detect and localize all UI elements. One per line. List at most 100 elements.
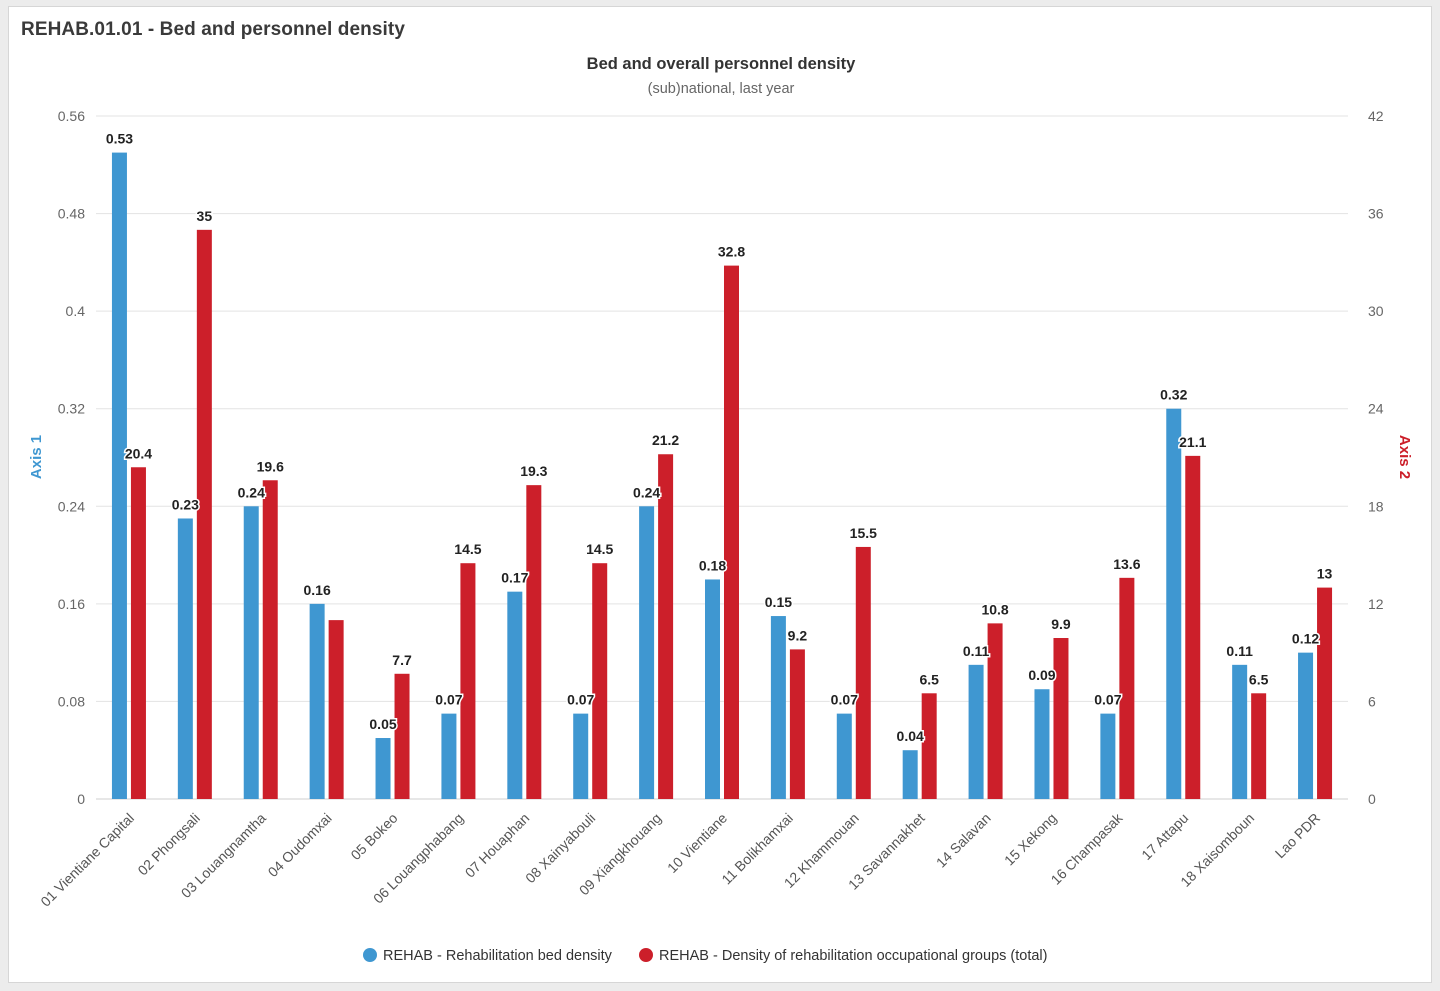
bar-personnel-density <box>724 265 739 800</box>
bar-personnel-density <box>394 673 410 799</box>
right-axis-ticks: 0 6 12 18 24 30 36 42 <box>1368 108 1384 807</box>
bar-personnel-density <box>1053 638 1069 799</box>
data-labels: 0.53 20.4 0.23 35 0.24 19.6 0.16 0.05 7.7 0.07 14.… <box>104 129 1334 746</box>
left-axis-tick-label: 0.4 <box>66 303 86 319</box>
data-label-bed-density: 0.16 <box>304 582 331 598</box>
bar-bed-density <box>441 713 457 799</box>
data-label-personnel-density: 9.2 <box>788 627 808 643</box>
bar-bed-density <box>375 738 391 799</box>
data-label-bed-density: 0.07 <box>567 692 594 708</box>
data-label-bed-density: 0.07 <box>435 692 462 708</box>
grid-lines <box>96 115 1348 800</box>
data-label-personnel-density: 13.6 <box>1113 556 1140 572</box>
bar-bed-density <box>111 152 127 799</box>
bar-personnel-density <box>855 546 871 799</box>
right-axis-tick-label: 12 <box>1368 596 1384 612</box>
data-label-personnel-density: 9.9 <box>1051 616 1071 632</box>
left-axis-tick-label: 0.48 <box>58 206 85 222</box>
bar-bed-density <box>770 616 786 799</box>
bar-personnel-density <box>460 563 476 799</box>
data-label-personnel-density: 6.5 <box>919 671 939 687</box>
bar-personnel-density <box>130 467 146 799</box>
data-label-personnel-density: 20.4 <box>125 445 152 461</box>
left-axis-tick-label: 0.24 <box>58 498 85 514</box>
bar-bed-density <box>573 713 589 799</box>
x-axis-tick-label: 05 Bokeo <box>347 810 400 863</box>
data-label-personnel-density: 14.5 <box>454 541 481 557</box>
x-axis-tick-label: 04 Oudomxai <box>265 810 335 880</box>
data-label-bed-density: 0.23 <box>172 496 199 512</box>
data-label-personnel-density: 10.8 <box>981 601 1008 617</box>
bar-bed-density <box>968 664 984 799</box>
data-label-bed-density: 0.24 <box>238 484 265 500</box>
x-axis-tick-label: 10 Vientiane <box>664 810 730 876</box>
data-label-personnel-density: 21.1 <box>1179 434 1206 450</box>
bar-bed-density <box>705 579 720 799</box>
data-label-personnel-density: 19.3 <box>520 463 547 479</box>
panel-title: REHAB.01.01 - Bed and personnel density <box>21 19 405 40</box>
bar-bed-density <box>1034 689 1050 799</box>
data-label-bed-density: 0.17 <box>501 570 528 586</box>
data-label-bed-density: 0.24 <box>633 484 660 500</box>
bar-personnel-density <box>196 229 212 800</box>
x-axis-tick-label: Lao PDR <box>1272 810 1323 861</box>
x-axis-tick-label: 02 Phongsali <box>134 810 203 879</box>
data-label-personnel-density: 21.2 <box>652 432 679 448</box>
right-axis-tick-label: 6 <box>1368 693 1376 709</box>
x-axis-tick-label: 15 Xekong <box>1001 810 1060 869</box>
right-axis-title: Axis 2 <box>1396 435 1413 479</box>
data-label-personnel-density: 15.5 <box>850 525 877 541</box>
bars <box>111 152 1333 800</box>
data-label-bed-density: 0.18 <box>699 557 726 573</box>
right-axis-tick-label: 30 <box>1368 303 1384 319</box>
data-label-bed-density: 0.11 <box>1226 643 1253 659</box>
right-axis-tick-label: 0 <box>1368 791 1376 807</box>
chart-subtitle: (sub)national, last year <box>648 81 795 97</box>
data-label-personnel-density: 7.7 <box>392 652 412 668</box>
chart-title: Bed and overall personnel density <box>587 55 856 73</box>
right-axis-tick-label: 18 <box>1368 498 1384 514</box>
data-label-personnel-density: 35 <box>197 208 213 224</box>
data-label-personnel-density: 19.6 <box>257 458 284 474</box>
left-axis-tick-label: 0.16 <box>58 596 85 612</box>
bar-personnel-density <box>262 480 278 799</box>
bar-personnel-density <box>1119 577 1135 799</box>
data-label-personnel-density: 6.5 <box>1249 671 1269 687</box>
left-axis-tick-label: 0.56 <box>58 108 85 124</box>
legend-marker-bed-density <box>363 948 377 962</box>
data-label-bed-density: 0.04 <box>897 728 924 744</box>
bar-personnel-density <box>1185 455 1201 799</box>
bar-bed-density <box>1100 713 1116 799</box>
left-axis-tick-label: 0 <box>77 791 85 807</box>
x-axis-tick-label: 14 Salavan <box>933 810 994 871</box>
left-axis-title: Axis 1 <box>28 435 45 479</box>
bar-personnel-density <box>328 620 344 799</box>
data-label-bed-density: 0.53 <box>106 131 133 147</box>
data-label-personnel-density: 32.8 <box>718 244 745 260</box>
data-label-bed-density: 0.05 <box>369 716 396 732</box>
bar-bed-density <box>177 518 193 799</box>
x-axis-tick-label: 17 Attapu <box>1138 810 1191 863</box>
data-label-personnel-density: 13 <box>1317 566 1333 582</box>
left-axis-tick-label: 0.32 <box>58 401 85 417</box>
right-axis-tick-label: 24 <box>1368 401 1384 417</box>
right-axis-tick-label: 42 <box>1368 108 1384 124</box>
bar-bed-density <box>836 713 852 799</box>
bar-bed-density <box>1232 664 1248 799</box>
data-label-personnel-density: 14.5 <box>586 541 613 557</box>
right-axis-tick-label: 36 <box>1368 206 1384 222</box>
bar-personnel-density <box>789 649 805 799</box>
bar-bed-density <box>243 506 259 799</box>
legend-label-bed-density: REHAB - Rehabilitation bed density <box>383 948 613 964</box>
data-label-bed-density: 0.12 <box>1292 631 1319 647</box>
bar-personnel-density <box>592 563 608 799</box>
data-label-bed-density: 0.15 <box>765 594 792 610</box>
left-axis-ticks: 0 0.08 0.16 0.24 0.32 0.4 0.48 0.56 <box>58 108 85 807</box>
data-label-bed-density: 0.32 <box>1160 387 1187 403</box>
bar-bed-density <box>902 750 918 799</box>
left-axis-tick-label: 0.08 <box>58 693 85 709</box>
bar-personnel-density <box>1317 587 1333 799</box>
bar-personnel-density <box>1251 693 1267 799</box>
